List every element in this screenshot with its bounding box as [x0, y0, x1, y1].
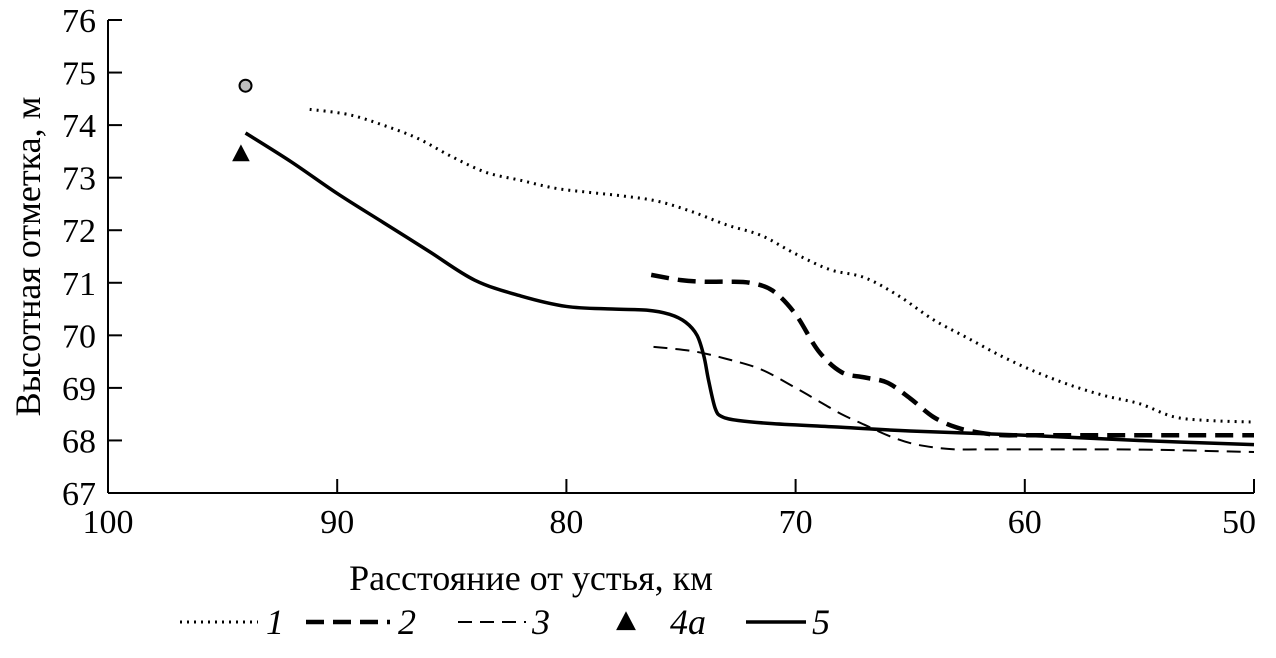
legend-entry-2: 2: [306, 602, 416, 642]
series-1-0: [309, 107, 1255, 424]
x-axis-title: Расстояние от устья, км: [349, 558, 713, 598]
data-point-circle: [238, 78, 253, 93]
data-point-triangle: [232, 144, 250, 162]
y-tick-label: 67: [62, 476, 96, 513]
legend-entry-5: 5: [746, 602, 830, 642]
x-tick-label: 100: [83, 504, 134, 541]
series-line-2: [650, 272, 1254, 438]
y-tick-label: 73: [62, 161, 96, 198]
series-line-5: [244, 131, 1255, 447]
series-line-1: [309, 107, 1255, 424]
series-4a-3: [232, 144, 250, 162]
x-tick-label: 50: [1222, 504, 1256, 541]
y-tick-label: 72: [62, 213, 96, 250]
y-tick-label: 71: [62, 266, 96, 303]
y-tick-label: 68: [62, 423, 96, 460]
legend: 1 2 3 4a 5: [180, 602, 830, 642]
legend-label-2: 2: [398, 602, 416, 642]
y-tick-label: 75: [62, 56, 96, 93]
series-line-3: [653, 345, 1255, 454]
legend-label-3: 3: [531, 602, 550, 642]
x-tick-label: 60: [1008, 504, 1042, 541]
legend-label-1: 1: [266, 602, 284, 642]
axes: 67 68 69 70 71 72 73 74 75 76 100 90 80 70 60 50 Расстоя…: [8, 3, 1256, 598]
legend-swatch-triangle: [616, 611, 636, 631]
series-2-1: [650, 272, 1254, 438]
legend-entry-1: 1: [180, 602, 284, 642]
series-5-5: [244, 131, 1255, 447]
x-tick-label: 90: [320, 504, 354, 541]
legend-label-5: 5: [812, 602, 830, 642]
x-tick-label: 70: [779, 504, 813, 541]
y-tick-label: 69: [62, 371, 96, 408]
legend-entry-4a: 4a: [616, 602, 706, 642]
series-3-2: [653, 345, 1255, 454]
legend-entry-3: 3: [458, 602, 550, 642]
x-tick-label: 80: [549, 504, 583, 541]
y-tick-label: 74: [62, 108, 96, 145]
y-tick-label: 70: [62, 318, 96, 355]
plot-area: [232, 78, 1255, 454]
y-axis-title: Высотная отметка, м: [8, 97, 48, 417]
series-marker-4: [238, 78, 253, 93]
y-tick-label: 76: [62, 3, 96, 40]
legend-label-4a: 4a: [670, 602, 706, 642]
